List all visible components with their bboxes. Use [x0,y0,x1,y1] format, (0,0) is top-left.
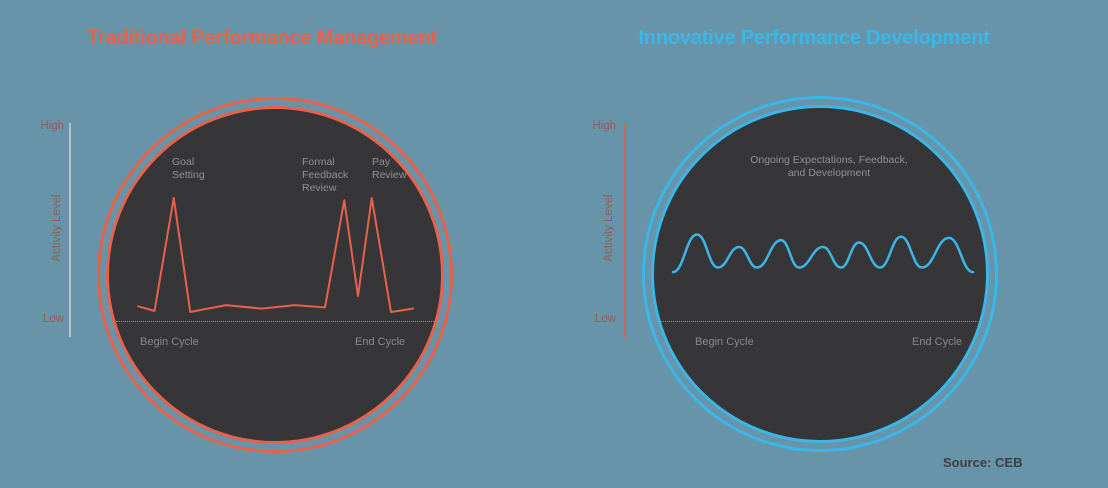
source-note: Source: CEB [943,455,1023,470]
traditional-y-axis-line [69,123,71,337]
traditional-chart-circle [106,106,444,444]
traditional-begin-cycle-label: Begin Cycle [140,336,199,348]
formal-feedback-review-annotation: Formal Feedback Review [302,156,349,194]
innovative-axis-high-label: High [592,120,616,132]
traditional-title: Traditional Performance Management [87,27,437,49]
innovative-outer-ring [642,96,998,452]
ongoing-expectations-annotation: Ongoing Expectations, Feedback, and Deve… [750,154,908,179]
traditional-cycle-baseline [116,321,436,322]
innovative-activity-level-label: Activity Level [603,194,615,262]
innovative-y-axis-line [624,123,626,337]
traditional-activity-level-label: Activity Level [51,194,63,262]
innovative-begin-cycle-label: Begin Cycle [695,336,754,348]
innovative-activity-wave-chart [671,233,975,274]
innovative-chart-circle [651,105,989,443]
traditional-axis-high-label: High [40,120,64,132]
innovative-end-cycle-label: End Cycle [912,336,963,348]
traditional-end-cycle-label: End Cycle [355,336,406,348]
traditional-activity-line-chart [137,197,414,313]
traditional-outer-ring [97,97,453,453]
innovative-title: Innovative Performance Development [638,27,990,49]
innovative-axis-low-label: Low [594,313,616,325]
traditional-axis-low-label: Low [42,313,64,325]
goal-setting-annotation: Goal Setting [172,156,205,181]
pay-review-annotation: Pay Review [372,156,407,181]
innovative-cycle-baseline [660,321,980,322]
